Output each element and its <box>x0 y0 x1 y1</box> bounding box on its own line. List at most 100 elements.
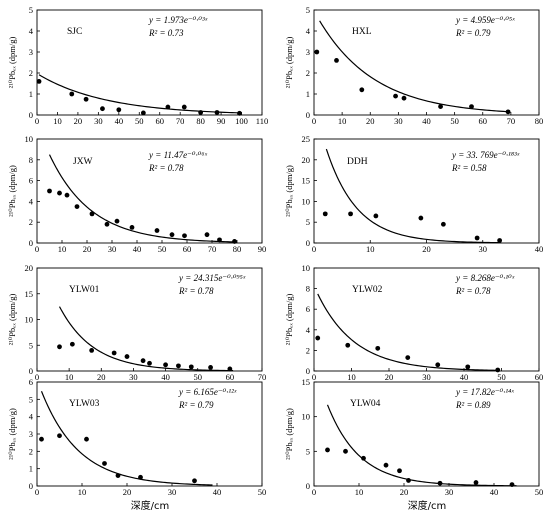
x-tick-label: 50 <box>535 487 544 497</box>
x-tick-label: 50 <box>193 372 202 382</box>
x-tick-label: 0 <box>35 116 39 126</box>
x-tick-label: 40 <box>133 244 142 254</box>
fit-r2: R² = 0.73 <box>148 28 184 38</box>
plot-frame <box>36 138 263 244</box>
data-point <box>438 104 443 109</box>
data-point <box>359 87 365 93</box>
x-tick-label: 80 <box>196 116 205 126</box>
x-tick-label: 10 <box>355 487 364 497</box>
y-tick-label: 4 <box>306 26 311 36</box>
data-point <box>497 238 503 243</box>
data-point <box>84 436 89 442</box>
y-tick-label: 8 <box>306 284 310 294</box>
data-point <box>74 204 80 210</box>
y-tick-label: 2 <box>29 68 33 78</box>
y-tick-label: 0 <box>306 481 310 491</box>
data-point <box>154 228 160 233</box>
data-point <box>89 211 95 217</box>
x-tick-label: 10 <box>366 244 375 254</box>
x-tick-label: 10 <box>338 116 347 126</box>
x-tick-label: 90 <box>258 244 267 254</box>
x-tick-label: 20 <box>400 487 409 497</box>
data-point <box>343 448 348 454</box>
y-tick-label: 4 <box>29 196 34 206</box>
fit-equation: y = 33. 769e⁻⁰·¹⁸³ˣ <box>451 150 520 160</box>
plot-frame <box>313 381 540 487</box>
data-point <box>322 211 328 217</box>
x-tick-label: 40 <box>460 372 469 382</box>
y-tick-label: 3 <box>29 47 33 57</box>
y-tick-label: 4 <box>29 412 34 422</box>
data-point <box>176 363 181 369</box>
y-tick-label: 15 <box>302 377 311 387</box>
x-tick-label: 60 <box>535 372 544 382</box>
data-point <box>406 478 411 483</box>
fit-curve <box>325 148 500 244</box>
panel-ylw02: 0 10 20 30 40 50 60 0 2 4 6 8 10 ²¹⁰Pbₑₓ (dpm/g) YLW02… <box>284 263 543 382</box>
data-point <box>405 355 411 361</box>
x-tick-label: 20 <box>83 244 92 254</box>
y-axis-label: ²¹⁰Pbₑₓ (dpm/g) <box>284 165 294 217</box>
x-tick-label: 0 <box>35 244 39 254</box>
fit-r2: R² = 0.79 <box>178 400 214 410</box>
data-point <box>237 110 242 116</box>
x-tick-label: 90 <box>217 116 226 126</box>
fit-equation: y = 11.47e⁻⁰·⁰⁶ˣ <box>148 150 207 160</box>
data-point <box>505 109 511 115</box>
x-tick-label: 20 <box>385 372 394 382</box>
x-tick-label: 50 <box>450 116 459 126</box>
fit-r2: R² = 0.78 <box>455 286 491 296</box>
data-point <box>57 190 62 196</box>
y-tick-label: 5 <box>306 217 310 227</box>
data-point <box>64 192 70 198</box>
x-tick-label: 60 <box>226 372 235 382</box>
y-tick-label: 2 <box>29 446 33 456</box>
y-tick-label: 10 <box>302 263 311 273</box>
data-point <box>102 461 107 466</box>
data-point <box>36 79 42 84</box>
data-point <box>57 344 62 350</box>
data-point <box>198 110 204 115</box>
y-tick-label: 4 <box>306 325 311 335</box>
x-tick-label: 20 <box>366 116 375 126</box>
x-tick-label: 10 <box>65 372 74 382</box>
y-tick-label: 0 <box>306 110 310 120</box>
y-tick-label: 20 <box>25 263 34 273</box>
y-tick-label: 2 <box>306 68 310 78</box>
x-tick-label: 10 <box>53 116 62 126</box>
y-tick-label: 6 <box>29 377 33 387</box>
x-tick-label: 0 <box>312 244 316 254</box>
panel-jxw: 0 10 20 30 40 50 60 70 80 90 0 2 4 6 8 10 ²¹⁰Pbₑₓ (dpm/g… <box>7 134 266 254</box>
y-tick-label: 0 <box>306 238 310 248</box>
y-tick-label: 10 <box>302 412 311 422</box>
data-point <box>325 447 330 453</box>
fit-equation: y = 1.973e⁻⁰·⁰³ˣ <box>148 15 208 25</box>
data-point <box>124 354 130 359</box>
data-point <box>469 104 474 109</box>
data-point <box>163 362 168 368</box>
panel-hxl: 0 10 20 30 40 50 60 70 80 0 1 2 3 4 5 ²¹⁰Pbₑₓ (dpm/g) HX… <box>284 5 543 126</box>
y-tick-label: 1 <box>29 89 33 99</box>
fit-equation: y = 8.268e⁻⁰·¹⁰ˣ <box>455 273 515 283</box>
plot-frame <box>36 267 263 372</box>
fit-r2: R² = 0.89 <box>455 400 491 410</box>
y-tick-label: 1 <box>306 89 310 99</box>
data-point <box>140 110 146 116</box>
data-point <box>57 433 62 439</box>
fit-equation: y = 6.165e⁻⁰·¹²ˣ <box>178 387 237 397</box>
x-tick-label: 30 <box>479 244 488 254</box>
x-tick-label: 40 <box>535 244 544 254</box>
x-tick-label: 30 <box>422 372 431 382</box>
y-tick-label: 2 <box>306 345 310 355</box>
y-axis-label: ²¹⁰Pbₑₓ (dpm/g) <box>7 165 17 217</box>
data-point <box>473 480 479 485</box>
y-axis-label: ²¹⁰Pbₑₓ (dpm/g) <box>7 408 17 460</box>
x-tick-label: 100 <box>235 116 248 126</box>
fit-curve <box>58 306 234 372</box>
x-tick-label: 0 <box>35 487 39 497</box>
fit-curve <box>48 154 238 243</box>
plot-frame <box>36 9 263 116</box>
panel-ddh: 0 10 20 30 40 0 5 10 15 20 25 ²¹⁰Pbₑₓ (dpm/g) DDH y =… <box>284 134 543 254</box>
data-point <box>116 107 122 113</box>
data-point <box>314 49 320 55</box>
